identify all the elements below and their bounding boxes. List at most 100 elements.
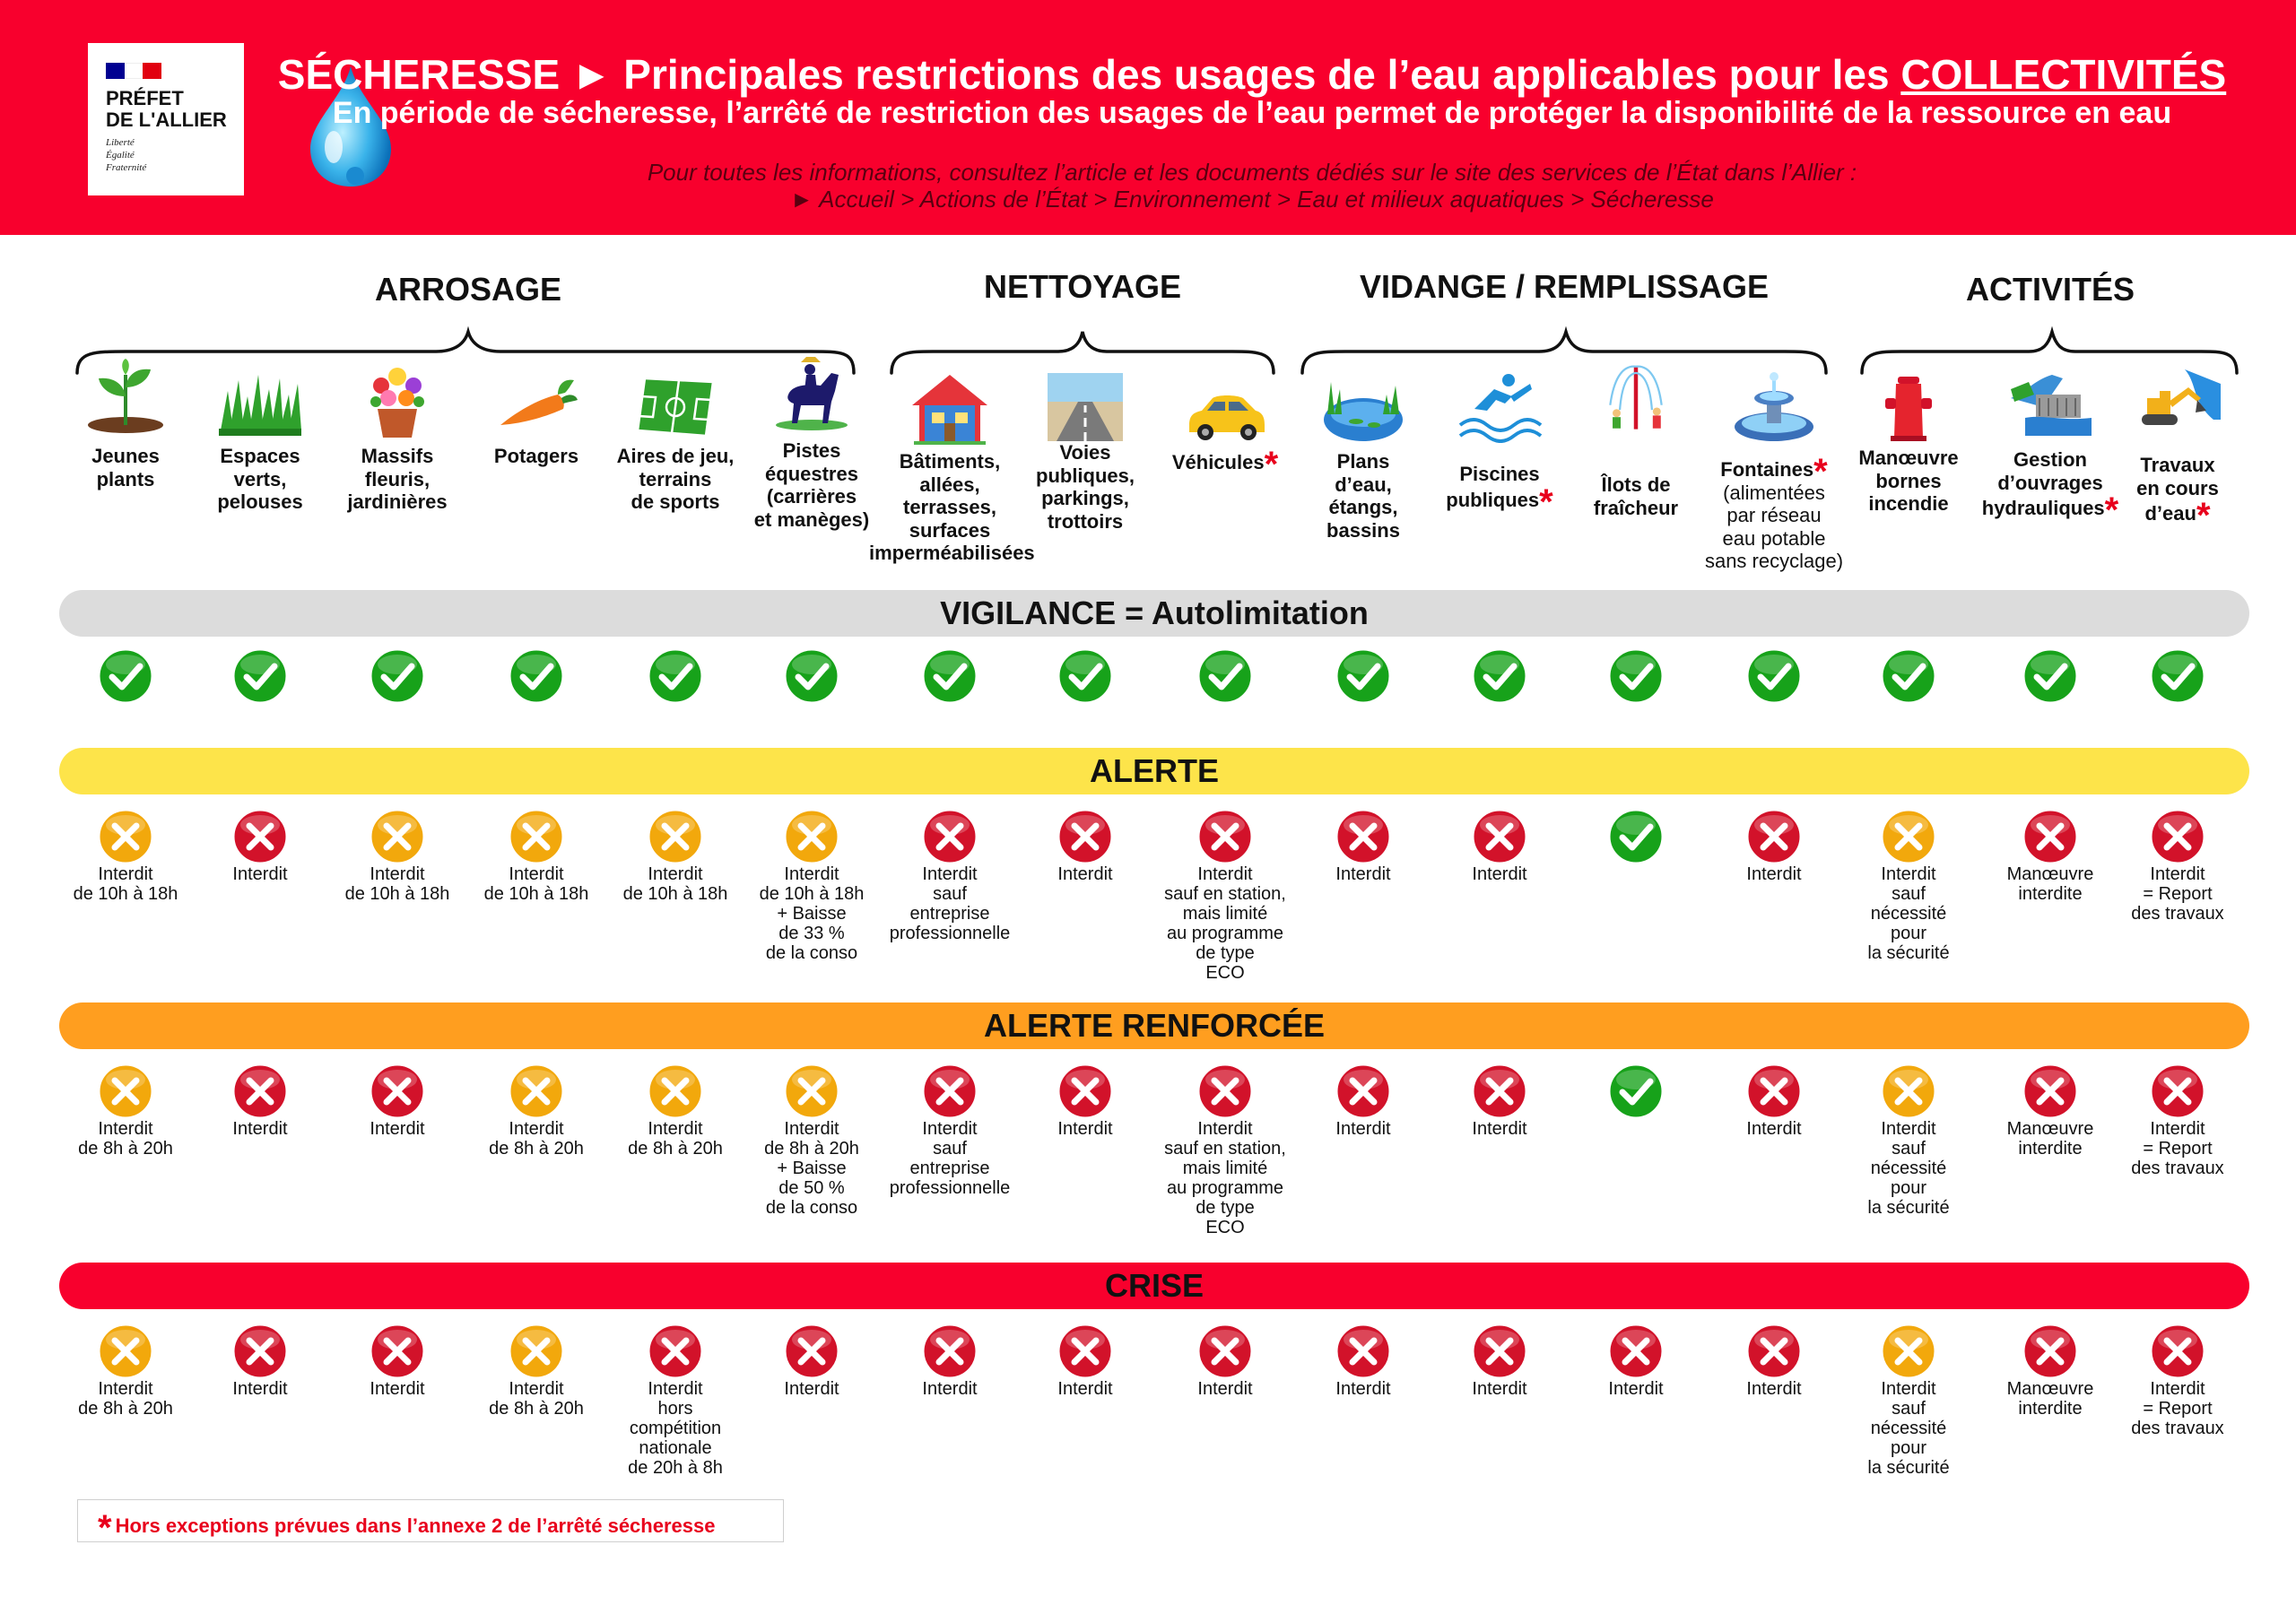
status-label-crise: Interdit — [1746, 1379, 1802, 1399]
level-band-alerte-renforcee: ALERTE RENFORCÉE — [59, 1002, 2249, 1049]
horse-rider-icon — [776, 357, 848, 430]
red-cross-circle-icon — [368, 1062, 427, 1121]
swimmer-icon — [1458, 374, 1543, 443]
check-circle-icon — [1744, 647, 1804, 706]
category-arrosage: ARROSAGE — [374, 271, 562, 308]
brace-vidange — [1300, 325, 1828, 375]
status-label-crise: Interdit de 8h à 20h — [78, 1379, 173, 1419]
status-label-alerte-renforcee: Interdit — [1057, 1119, 1113, 1139]
red-cross-circle-icon — [1196, 1322, 1255, 1381]
red-cross-circle-icon — [230, 1322, 290, 1381]
orange-cross-circle-icon — [96, 1322, 155, 1381]
dam-icon — [2011, 375, 2092, 436]
usage-label-house: Bâtiments, allées, terrasses, surfaces imper… — [869, 450, 1035, 564]
status-label-alerte-renforcee: Interdit — [1472, 1119, 1527, 1139]
car-icon — [1189, 395, 1265, 440]
check-circle-icon — [230, 647, 290, 706]
check-circle-icon — [96, 647, 155, 706]
check-circle-icon — [1606, 647, 1665, 706]
logo-line-1: PRÉFET — [106, 87, 184, 109]
red-cross-circle-icon — [230, 807, 290, 866]
red-cross-circle-icon — [920, 807, 979, 866]
status-label-alerte-renforcee: Interdit — [232, 1119, 288, 1139]
red-cross-circle-icon — [920, 1322, 979, 1381]
status-label-crise: Interdit — [232, 1379, 288, 1399]
red-cross-circle-icon — [1470, 807, 1529, 866]
status-label-crise: Interdit — [370, 1379, 425, 1399]
asterisk-icon: * — [2104, 490, 2119, 530]
status-label-alerte-renforcee: Interdit sauf entreprise professionnelle — [889, 1119, 1011, 1198]
usage-label-fire-hydrant: Manœuvre bornes incendie — [1858, 447, 1959, 515]
status-label-crise: Interdit — [1472, 1379, 1527, 1399]
usage-label-seedling: Jeunes plants — [91, 445, 160, 490]
red-cross-circle-icon — [646, 1322, 705, 1381]
red-cross-circle-icon — [230, 1062, 290, 1121]
check-circle-icon — [1470, 647, 1529, 706]
red-cross-circle-icon — [1744, 1062, 1804, 1121]
status-label-alerte: Interdit de 10h à 18h — [483, 864, 589, 904]
house-icon — [912, 375, 987, 445]
excavator-icon — [2142, 369, 2221, 425]
status-label-crise: Interdit — [784, 1379, 839, 1399]
usage-label-pond: Plans d’eau, étangs, bassins — [1326, 450, 1400, 542]
check-circle-icon — [2148, 647, 2207, 706]
category-vidange: VIDANGE / REMPLISSAGE — [1359, 268, 1770, 305]
logo-motto: Liberté Égalité Fraternité — [106, 137, 147, 173]
page-subtitle: En période de sécheresse, l’arrêté de re… — [332, 96, 2172, 130]
red-cross-circle-icon — [2021, 1322, 2080, 1381]
carrot-icon — [500, 379, 578, 425]
check-circle-icon — [646, 647, 705, 706]
red-cross-circle-icon — [1744, 807, 1804, 866]
usage-label-grass: Espaces verts, pelouses — [217, 445, 303, 513]
red-cross-circle-icon — [1606, 1322, 1665, 1381]
category-activites: ACTIVITÉS — [1965, 271, 2135, 308]
status-label-alerte-renforcee: Interdit de 8h à 20h — [489, 1119, 584, 1159]
status-label-crise: Interdit hors compétition nationale de 20h à… — [628, 1379, 723, 1478]
status-label-alerte-renforcee: Manœuvre interdite — [2006, 1119, 2094, 1159]
status-label-alerte-renforcee: Interdit = Report des travaux — [2131, 1119, 2224, 1178]
orange-cross-circle-icon — [1879, 1322, 1938, 1381]
status-label-crise: Interdit sauf nécessité pour la sécurité — [1867, 1379, 1950, 1478]
status-label-alerte: Interdit sauf nécessité pour la sécurité — [1867, 864, 1950, 963]
orange-cross-circle-icon — [646, 807, 705, 866]
status-label-crise: Interdit — [922, 1379, 978, 1399]
check-circle-icon — [920, 647, 979, 706]
usage-label-horse-rider: Pistes équestres (carrières et manèges) — [753, 439, 870, 531]
status-label-alerte: Interdit — [1472, 864, 1527, 884]
footnote: * Hors exceptions prévues dans l’annexe 2… — [77, 1499, 784, 1548]
red-cross-circle-icon — [368, 1322, 427, 1381]
status-label-crise: Interdit — [1335, 1379, 1391, 1399]
orange-cross-circle-icon — [782, 1062, 841, 1121]
asterisk-icon: * — [2196, 496, 2211, 535]
orange-cross-circle-icon — [368, 807, 427, 866]
status-label-crise: Interdit — [1057, 1379, 1113, 1399]
red-cross-circle-icon — [1470, 1062, 1529, 1121]
usage-label-road: Voies publiques, parkings, trottoirs — [1036, 441, 1135, 533]
status-label-alerte-renforcee: Interdit de 8h à 20h — [78, 1119, 173, 1159]
check-circle-icon — [782, 647, 841, 706]
status-label-crise: Manœuvre interdite — [2006, 1379, 2094, 1419]
red-cross-circle-icon — [1334, 1322, 1393, 1381]
red-cross-circle-icon — [1056, 1062, 1115, 1121]
usage-label-swimmer: Piscines publiques* — [1446, 463, 1553, 522]
level-band-alerte: ALERTE — [59, 748, 2249, 794]
grass-icon — [219, 375, 301, 436]
red-cross-circle-icon — [782, 1322, 841, 1381]
asterisk-icon: * — [98, 1508, 112, 1548]
logo-line-2: DE L'ALLIER — [106, 108, 227, 131]
orange-cross-circle-icon — [96, 1062, 155, 1121]
brace-nettoyage — [890, 331, 1275, 375]
status-label-alerte: Interdit — [1057, 864, 1113, 884]
check-circle-icon — [1606, 807, 1665, 866]
status-label-alerte: Interdit de 10h à 18h — [73, 864, 178, 904]
check-circle-icon — [1334, 647, 1393, 706]
red-cross-circle-icon — [1744, 1322, 1804, 1381]
brace-arrosage — [75, 325, 856, 375]
status-label-alerte-renforcee: Interdit — [1335, 1119, 1391, 1139]
usage-label-carrot: Potagers — [493, 445, 579, 467]
check-circle-icon — [1879, 647, 1938, 706]
check-circle-icon — [1056, 647, 1115, 706]
orange-cross-circle-icon — [782, 807, 841, 866]
football-field-icon — [636, 377, 715, 438]
water-sprinkler-icon — [1609, 365, 1663, 430]
